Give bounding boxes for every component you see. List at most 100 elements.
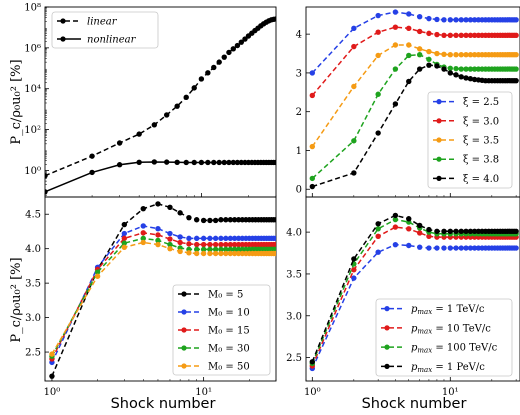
data-point <box>392 42 399 48</box>
data-point <box>200 241 207 248</box>
data-point <box>309 143 316 150</box>
data-point <box>207 241 213 248</box>
legend-label: ξ = 3.5 <box>463 136 499 147</box>
data-point <box>191 85 197 91</box>
data-point <box>151 122 158 128</box>
data-point <box>392 216 399 223</box>
data-point <box>434 228 440 234</box>
data-point <box>89 169 95 176</box>
legend-box <box>172 284 271 376</box>
data-point <box>121 230 128 237</box>
data-point <box>406 242 412 249</box>
data-point <box>163 159 170 165</box>
data-point <box>193 246 200 253</box>
ylabel-top: P_c/ρ₀u₀² [%] <box>9 59 24 144</box>
data-point <box>234 42 241 49</box>
data-point <box>458 245 464 251</box>
data-point <box>121 235 128 242</box>
data-point <box>447 65 453 71</box>
data-point <box>116 162 123 168</box>
ytick-label: 2 <box>296 107 302 118</box>
data-point <box>406 78 412 85</box>
data-point <box>426 56 432 63</box>
data-point <box>351 138 357 144</box>
data-point <box>467 51 474 58</box>
data-point <box>463 51 469 58</box>
data-point <box>174 159 180 165</box>
data-point <box>351 83 357 90</box>
data-point <box>177 234 183 240</box>
data-point <box>513 66 519 72</box>
ytick-label: 3.5 <box>25 279 41 290</box>
data-point <box>392 66 399 72</box>
data-point <box>416 51 423 58</box>
data-point <box>49 351 55 357</box>
data-point <box>375 249 381 255</box>
data-point <box>309 359 316 365</box>
data-point <box>513 17 519 23</box>
data-point <box>447 51 453 58</box>
data-point <box>183 159 189 166</box>
data-point <box>186 214 192 221</box>
data-point <box>441 66 447 72</box>
data-point <box>230 46 237 52</box>
data-point <box>467 228 474 234</box>
data-point <box>212 235 219 242</box>
data-point <box>223 217 229 223</box>
ytick-label: 2.5 <box>25 348 41 359</box>
legend-label: pmax = 10 TeV/c <box>411 323 491 335</box>
data-point <box>273 235 276 242</box>
data-point <box>458 32 464 39</box>
panel-top-right: 0 1 2 3 4 ξ = 2.5 ξ = 3.0 ξ = 3.5 ξ = 3.8 ξ = 4.0 <box>296 6 520 198</box>
data-point <box>447 245 453 251</box>
legend-marker <box>181 309 187 315</box>
data-point <box>467 245 474 251</box>
legend: M₀ = 5 M₀ = 10 M₀ = 15 M₀ = 30 M₀ = 50 <box>172 284 271 376</box>
ytick-label: 4.5 <box>25 210 41 221</box>
data-point <box>416 222 423 229</box>
data-point <box>140 223 146 229</box>
data-point <box>406 25 412 32</box>
data-point <box>426 15 432 22</box>
data-point <box>177 248 183 255</box>
data-point <box>471 17 478 23</box>
data-point <box>453 65 459 72</box>
data-point <box>167 230 173 237</box>
data-point <box>375 233 381 240</box>
panels: 10⁰ 10² 10⁴ 10⁶ 10⁸ linear nonlinear 0 1 2 3 4 ξ = 2… <box>24 3 520 398</box>
data-point <box>447 228 453 234</box>
data-point <box>235 217 242 223</box>
data-point <box>155 232 161 238</box>
legend-label: pmax = 1 PeV/c <box>411 362 485 374</box>
legend-label: pmax = 100 TeV/c <box>411 343 498 355</box>
legend-marker <box>60 18 66 24</box>
data-point <box>218 246 224 253</box>
data-point <box>416 46 423 52</box>
ytick-label: 10⁰ <box>24 166 41 177</box>
ytick-label: 2.5 <box>286 353 302 364</box>
data-point <box>136 159 142 165</box>
data-point <box>406 226 412 232</box>
data-point <box>351 43 357 50</box>
data-point <box>193 217 200 223</box>
data-point <box>211 64 217 71</box>
ytick-label: 1 <box>296 146 302 157</box>
data-point <box>218 241 224 248</box>
data-point <box>167 236 173 242</box>
data-point <box>447 32 453 39</box>
data-point <box>155 237 161 244</box>
data-point <box>426 30 432 37</box>
legend: ξ = 2.5 ξ = 3.0 ξ = 3.5 ξ = 3.8 ξ = 4.0 <box>427 91 513 189</box>
data-point <box>226 159 232 166</box>
data-point <box>193 235 200 242</box>
data-point <box>351 25 357 32</box>
data-point <box>309 183 316 190</box>
legend-label: ξ = 4.0 <box>463 174 499 185</box>
data-point <box>238 39 245 45</box>
data-point <box>416 230 423 236</box>
data-point <box>231 217 238 223</box>
data-point <box>463 75 469 81</box>
series-line <box>45 161 276 193</box>
data-point <box>416 13 423 20</box>
